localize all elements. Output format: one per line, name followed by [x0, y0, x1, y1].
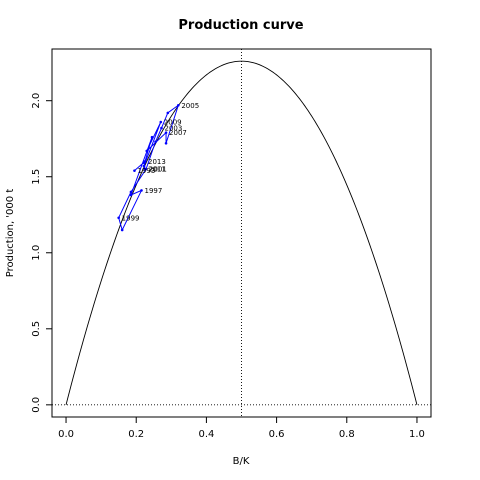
- trajectory-point: [129, 190, 133, 194]
- year-label: 2009: [164, 118, 182, 126]
- year-label: 2013: [148, 158, 166, 166]
- y-tick-label: 0.5: [31, 321, 42, 337]
- year-label: 2001: [149, 166, 167, 174]
- x-axis-label: B/K: [233, 456, 250, 467]
- year-label: 2003: [164, 125, 182, 133]
- year-label: 1993: [137, 167, 155, 175]
- y-tick-label: 1.0: [31, 245, 42, 261]
- trajectory-point: [159, 120, 163, 124]
- year-label: 2007: [169, 129, 187, 137]
- y-tick-label: 1.5: [31, 169, 42, 185]
- x-axis: 0.0 0.2 0.4 0.6 0.8 1.0: [58, 417, 425, 440]
- trajectory-point: [166, 111, 170, 115]
- year-label: 2005: [181, 102, 199, 110]
- trajectory-point: [177, 103, 180, 107]
- year-label: 1997: [144, 187, 162, 195]
- y-tick-label: 2.0: [31, 93, 42, 109]
- x-tick-label: 1.0: [409, 429, 425, 440]
- year-label: 1999: [122, 214, 140, 222]
- trajectory-point: [164, 131, 168, 134]
- trajectory-point: [117, 216, 120, 220]
- trajectory-point: [164, 141, 168, 145]
- trajectory-point: [150, 135, 154, 139]
- x-tick-label: 0.8: [339, 429, 355, 440]
- x-tick-label: 0.0: [58, 429, 74, 440]
- trajectory-point: [160, 126, 163, 130]
- chart-title: Production curve: [178, 18, 303, 33]
- x-tick-label: 0.4: [198, 429, 214, 440]
- trajectory-point: [142, 164, 146, 168]
- plot-frame: [51, 48, 432, 418]
- y-tick-label: 0.0: [31, 397, 42, 413]
- trajectory-point: [154, 140, 157, 144]
- trajectory-point: [140, 189, 143, 192]
- trajectory-point: [143, 167, 147, 171]
- year-label: 2011: [148, 166, 166, 174]
- trajectory-point: [120, 228, 124, 232]
- y-axis-label: Production, '000 t: [5, 189, 16, 278]
- y-axis: 0.0 0.5 1.0 1.5 2.0: [31, 93, 52, 413]
- x-tick-label: 0.6: [269, 429, 285, 440]
- trajectory-point: [133, 169, 136, 172]
- x-tick-label: 0.2: [128, 429, 144, 440]
- trajectory-point: [143, 160, 147, 163]
- trajectory-point: [145, 149, 149, 153]
- trajectory-point: [129, 193, 133, 197]
